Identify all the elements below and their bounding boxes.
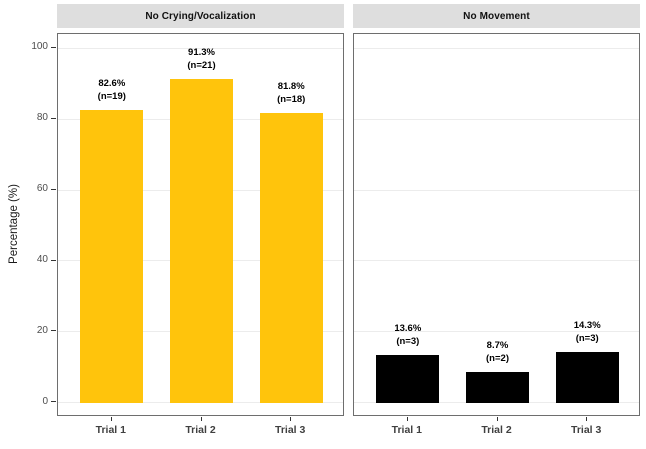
facet-panel: 82.6% (n=19) 91.3% (n=21) 81.8% (n=18)	[57, 33, 344, 416]
bar	[170, 79, 233, 403]
bar-n-text: (n=18)	[277, 93, 306, 105]
x-tick-mark	[290, 417, 292, 421]
bar-n-text: (n=3)	[575, 333, 599, 345]
gridline-y	[354, 47, 639, 49]
x-tick-mark	[406, 417, 408, 421]
bar	[376, 354, 440, 403]
y-tick-mark	[51, 330, 56, 332]
bar-value-label: 91.3% (n=21)	[157, 46, 247, 72]
bar-percent-text: 8.7%	[486, 340, 509, 351]
x-tick-label: Trial 3	[571, 424, 602, 436]
bar-value-label: 13.6% (n=3)	[363, 322, 453, 348]
facet-strip: No Movement	[353, 4, 640, 28]
y-tick-mark	[51, 188, 56, 190]
bar	[80, 109, 144, 403]
y-tick-mark	[51, 117, 56, 119]
y-tick-label: 0	[42, 395, 48, 407]
x-tick-label: Trial 3	[275, 424, 306, 436]
bar-percent-text: 81.8%	[277, 80, 305, 92]
bar-percent-text: 13.6%	[394, 322, 422, 334]
bar-percent-text: 14.3%	[573, 320, 601, 332]
facet-panel: 13.6% (n=3) 8.7% (n=2) 14.3% (n=3)	[353, 33, 640, 416]
bar-n-text: (n=21)	[187, 60, 216, 71]
bar-n-text: (n=2)	[486, 353, 509, 364]
x-tick-label: Trial 2	[185, 424, 216, 436]
gridline-y	[58, 47, 343, 49]
gridline-y	[354, 189, 639, 191]
bar-n-text: (n=3)	[396, 335, 420, 347]
gridline-y	[354, 260, 639, 262]
bar	[259, 112, 323, 403]
y-tick-mark	[51, 46, 56, 48]
y-tick-label: 100	[31, 41, 48, 53]
bar-percent-text: 91.3%	[188, 47, 215, 58]
bar-percent-text: 82.6%	[98, 77, 126, 89]
x-tick-label: Trial 1	[95, 424, 126, 436]
y-tick-label: 60	[36, 183, 48, 194]
gridline-y	[58, 402, 343, 404]
gridline-y	[354, 331, 639, 333]
y-tick-label: 80	[36, 112, 48, 124]
x-tick-mark	[496, 417, 498, 421]
y-axis-title: Percentage (%)	[8, 184, 20, 264]
bar-value-label: 8.7% (n=2)	[453, 339, 543, 365]
facet-strip: No Crying/Vocalization	[57, 4, 344, 28]
x-tick-mark	[110, 417, 112, 421]
facet-title: No Crying/Vocalization	[145, 10, 256, 22]
bar-value-label: 81.8% (n=18)	[246, 80, 336, 106]
y-tick-mark	[51, 259, 56, 261]
x-tick-mark	[586, 417, 588, 421]
bar-value-label: 14.3% (n=3)	[542, 319, 632, 345]
bar-n-text: (n=19)	[97, 90, 126, 102]
x-tick-label: Trial 1	[391, 424, 422, 436]
gridline-y	[354, 118, 639, 120]
bar-value-label: 82.6% (n=19)	[67, 77, 157, 103]
bar	[555, 352, 619, 403]
facet-title: No Movement	[463, 10, 530, 22]
x-tick-mark	[200, 417, 202, 421]
bar	[466, 372, 529, 403]
y-tick-mark	[51, 401, 56, 403]
y-tick-label: 20	[36, 324, 48, 336]
y-tick-label: 40	[36, 254, 48, 265]
x-tick-label: Trial 2	[481, 424, 512, 436]
